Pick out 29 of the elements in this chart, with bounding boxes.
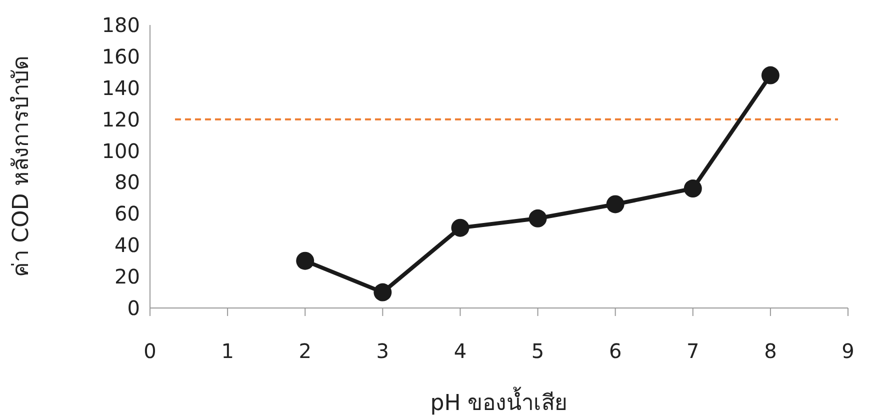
point	[684, 180, 702, 198]
x-tick-label: 2	[298, 339, 312, 363]
y-tick-label: 20	[114, 264, 140, 289]
y-tick-label: 120	[102, 107, 140, 132]
x-tick-label: 7	[686, 339, 700, 363]
y-tick-label: 160	[102, 44, 140, 68]
x-tick-label: 3	[376, 339, 390, 363]
point	[528, 209, 547, 228]
x-tick-label: 0	[144, 339, 156, 363]
x-axis-title: pH ของน้ำเสีย	[430, 387, 568, 416]
x-tick-label: 1	[221, 339, 234, 363]
x-tick-label: 8	[764, 339, 777, 363]
y-tick-label: 180	[102, 13, 140, 37]
x-tick-label: 6	[608, 339, 622, 363]
point	[451, 218, 470, 237]
y-tick-label: 0	[127, 296, 140, 320]
y-tick-label: 80	[114, 170, 140, 194]
y-axis-title: ค่า COD หลังการบำบัด	[9, 56, 34, 277]
y-tick-label: 100	[102, 138, 140, 163]
x-tick-label: 5	[531, 339, 544, 363]
point	[374, 283, 392, 302]
point	[606, 195, 624, 214]
x-tick-label: 4	[454, 339, 467, 363]
x-tick-label: 9	[842, 339, 854, 363]
y-tick-label: 40	[114, 233, 140, 258]
y-tick-label: 140	[102, 76, 140, 100]
y-tick-label: 60	[114, 202, 140, 226]
point	[296, 252, 314, 270]
point	[761, 66, 780, 84]
